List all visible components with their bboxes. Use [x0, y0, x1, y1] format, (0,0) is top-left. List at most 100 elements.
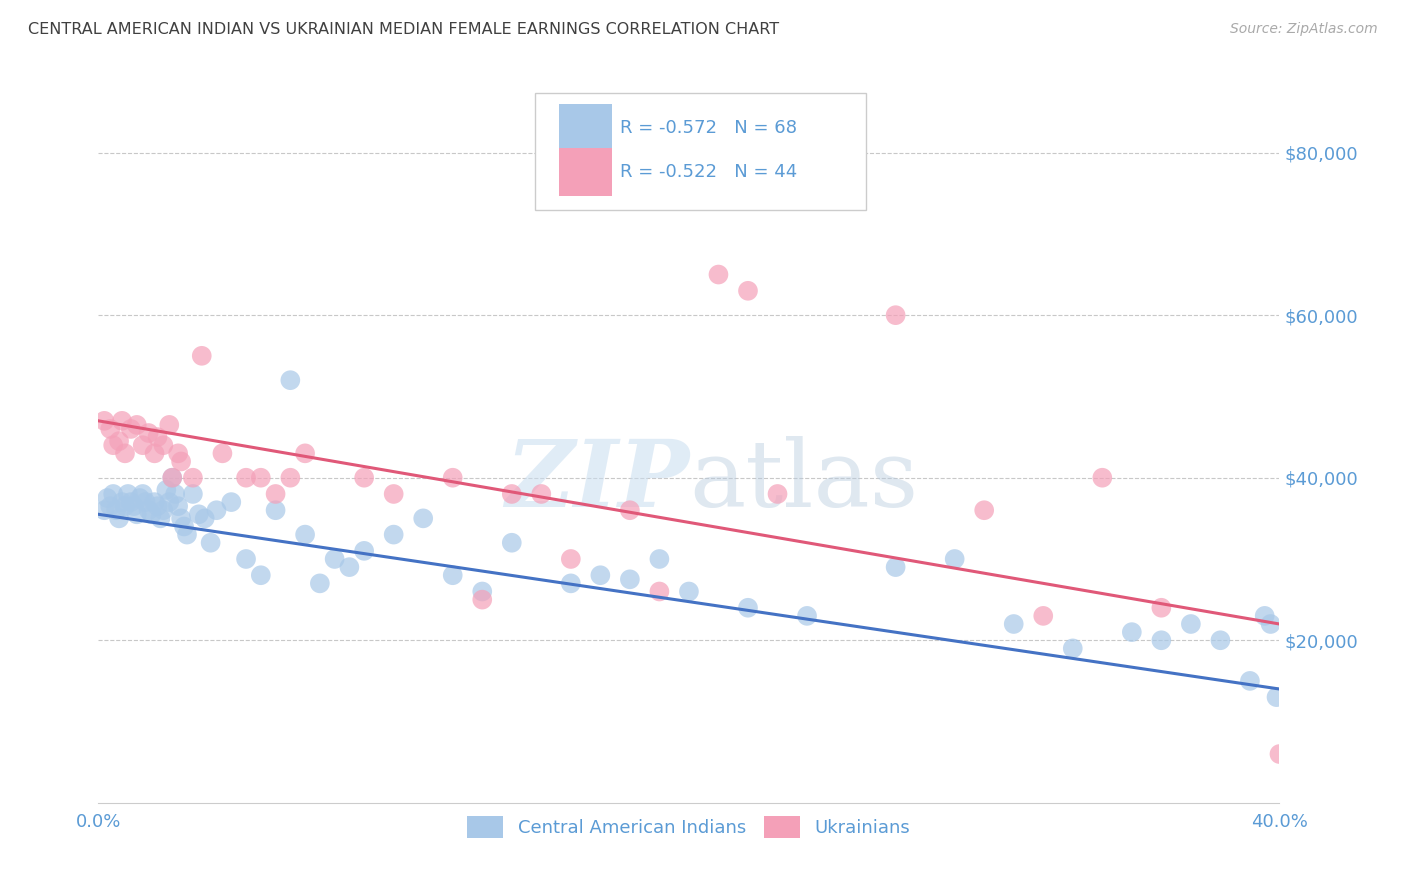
Point	[441, 471, 464, 485]
Point	[1091, 471, 1114, 485]
Point	[530, 487, 553, 501]
Text: atlas: atlas	[689, 436, 918, 526]
Text: ZIP: ZIP	[505, 436, 689, 526]
Point	[173, 519, 195, 533]
Point	[125, 417, 148, 432]
Point	[471, 584, 494, 599]
Point	[412, 511, 434, 525]
Point	[250, 568, 273, 582]
Point	[117, 487, 139, 501]
FancyBboxPatch shape	[560, 104, 612, 152]
Point	[103, 487, 125, 501]
Point	[943, 552, 966, 566]
Point	[1239, 673, 1261, 688]
Point	[108, 434, 131, 449]
Point	[221, 495, 243, 509]
FancyBboxPatch shape	[536, 94, 866, 211]
Point	[1150, 600, 1173, 615]
Point	[1002, 617, 1025, 632]
Point	[560, 576, 582, 591]
Text: R = -0.522   N = 44: R = -0.522 N = 44	[620, 163, 797, 181]
Point	[1121, 625, 1143, 640]
Point	[93, 414, 115, 428]
Point	[120, 422, 142, 436]
Point	[162, 471, 183, 485]
Point	[135, 495, 157, 509]
Point	[264, 503, 287, 517]
Point	[96, 491, 118, 505]
Point	[211, 446, 233, 460]
Point	[132, 487, 155, 501]
Point	[619, 503, 641, 517]
Point	[141, 508, 163, 522]
Point	[1265, 690, 1288, 705]
Point	[1180, 617, 1202, 632]
Point	[619, 572, 641, 586]
Point	[678, 584, 700, 599]
Point	[796, 608, 818, 623]
Point	[1032, 608, 1054, 623]
Point	[152, 503, 174, 517]
Point	[114, 499, 136, 513]
Point	[194, 511, 217, 525]
Point	[157, 417, 180, 432]
Point	[1150, 633, 1173, 648]
Text: Source: ZipAtlas.com: Source: ZipAtlas.com	[1230, 22, 1378, 37]
Point	[766, 487, 789, 501]
Point	[294, 446, 316, 460]
Point	[111, 414, 134, 428]
Text: CENTRAL AMERICAN INDIAN VS UKRAINIAN MEDIAN FEMALE EARNINGS CORRELATION CHART: CENTRAL AMERICAN INDIAN VS UKRAINIAN MED…	[28, 22, 779, 37]
Point	[441, 568, 464, 582]
Point	[108, 511, 131, 525]
Point	[648, 584, 671, 599]
Point	[264, 487, 287, 501]
Point	[98, 499, 121, 513]
Point	[648, 552, 671, 566]
Point	[114, 446, 136, 460]
Point	[200, 535, 222, 549]
Point	[737, 284, 759, 298]
Point	[138, 503, 160, 517]
Point	[973, 503, 995, 517]
Point	[884, 308, 907, 322]
Point	[353, 471, 375, 485]
Point	[125, 508, 148, 522]
Point	[149, 511, 172, 525]
Point	[167, 446, 190, 460]
Point	[589, 568, 612, 582]
Point	[165, 487, 187, 501]
Point	[132, 438, 155, 452]
Point	[884, 560, 907, 574]
Text: R = -0.572   N = 68: R = -0.572 N = 68	[620, 119, 797, 137]
Point	[103, 438, 125, 452]
Point	[111, 495, 134, 509]
Point	[143, 446, 166, 460]
Point	[181, 471, 204, 485]
Point	[105, 503, 128, 517]
Point	[1268, 747, 1291, 761]
Point	[205, 503, 228, 517]
Point	[128, 491, 150, 505]
Point	[1254, 608, 1277, 623]
Point	[162, 471, 183, 485]
Point	[280, 471, 302, 485]
Point	[191, 349, 214, 363]
Point	[1209, 633, 1232, 648]
Point	[560, 552, 582, 566]
Legend: Central American Indians, Ukrainians: Central American Indians, Ukrainians	[460, 808, 918, 845]
Point	[98, 422, 121, 436]
Point	[170, 511, 193, 525]
Point	[155, 483, 177, 497]
Point	[737, 600, 759, 615]
Point	[339, 560, 361, 574]
Point	[353, 544, 375, 558]
Point	[250, 471, 273, 485]
Point	[323, 552, 346, 566]
Point	[146, 430, 169, 444]
Point	[176, 527, 198, 541]
Point	[187, 508, 209, 522]
Point	[382, 527, 405, 541]
Point	[181, 487, 204, 501]
Point	[167, 499, 190, 513]
Point	[501, 535, 523, 549]
